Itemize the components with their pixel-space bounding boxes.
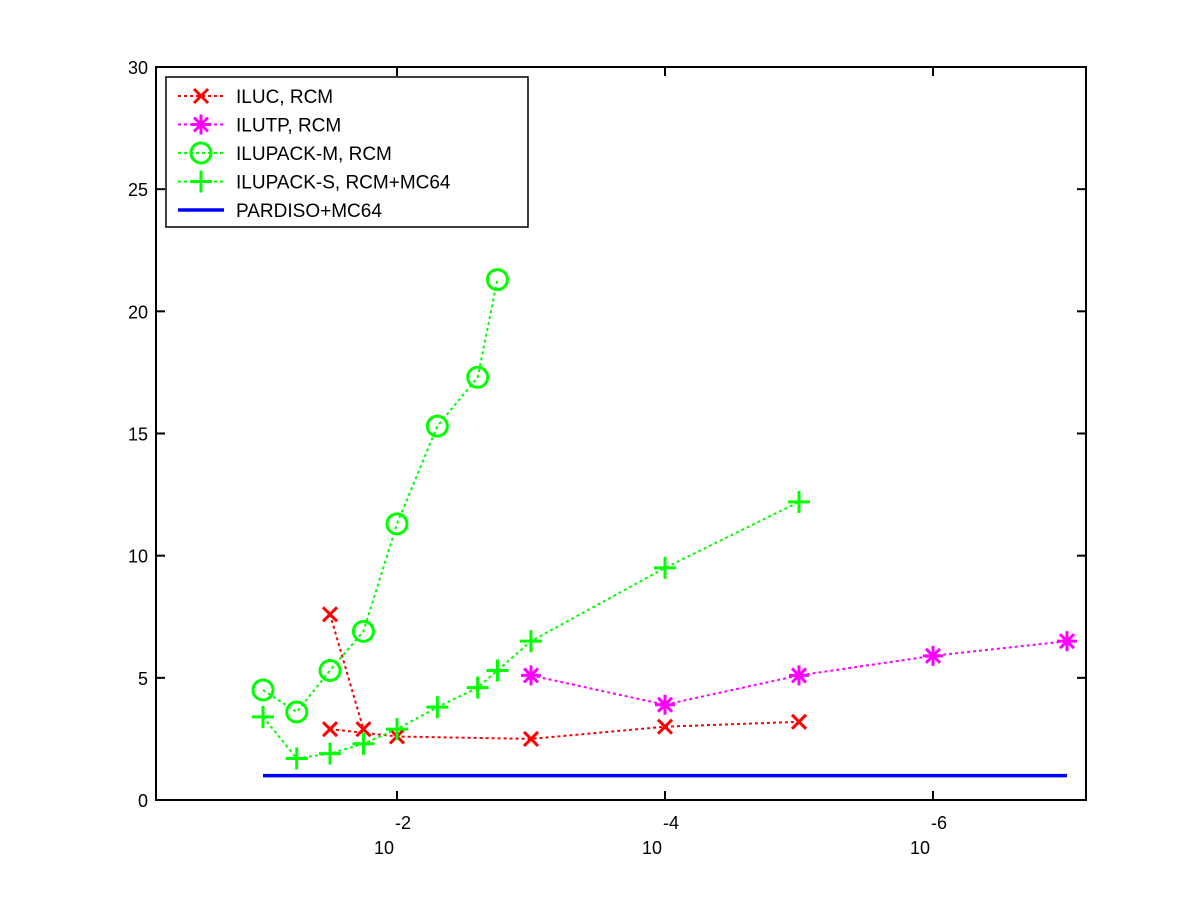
y-tick-label-0: 0 [138,791,148,811]
x-tick-label-base-0: 10 [374,838,394,858]
legend-marker-ilutp-rcm [191,114,211,135]
point-ilupack-s-rcm-mc64-5 [426,696,449,719]
point-ilupack-m-rcm-0 [251,678,275,702]
point-ilupack-m-rcm-7 [485,268,509,292]
point-ilutp-rcm-3 [923,645,943,666]
series-ilupack-m-rcm [251,268,509,724]
point-iluc-rcm-3-b [656,718,674,735]
point-ilutp-rcm-2 [789,665,809,686]
point-iluc-rcm-4 [790,713,808,730]
legend-marker-iluc-rcm [192,87,210,105]
y-tick-label-5: 5 [138,669,148,689]
point-ilupack-m-rcm-2 [318,659,342,683]
point-ilutp-rcm-2-d2 [790,667,808,684]
point-ilupack-s-rcm-mc64-4 [386,718,408,741]
legend-item-ilupack-m-rcm: ILUPACK-M, RCM [178,141,392,165]
legend: ILUC, RCM ILUTP, RCM ILUPACK-M, RCM ILUPACK… [165,76,529,228]
legend-marker-ilupack-m-rcm [189,141,213,165]
y-tick-label-25: 25 [128,180,148,200]
legend-label-ilupack-m-rcm: ILUPACK-M, RCM [236,144,392,165]
point-ilupack-m-rcm-1-ring [285,700,309,724]
point-ilupack-m-rcm-4-ring [385,512,409,536]
series-ilupack-s-rcm-mc64 [252,490,810,770]
point-ilupack-m-rcm-5-ring [425,414,449,438]
point-iluc-rcm-3 [656,718,674,735]
point-iluc-rcm-4-b [790,713,808,730]
point-ilutp-rcm-1 [655,694,675,715]
legend-marker-ilupack-s-rcm-mc64 [190,170,212,193]
x-tick-label-exp-1: -4 [663,813,679,833]
point-ilutp-rcm-0-d2 [522,667,540,684]
legend-label-pardiso-mc64: PARDISO+MC64 [236,201,382,222]
point-ilupack-s-rcm-mc64-3 [352,732,375,755]
point-ilutp-rcm-1-d2 [656,696,674,713]
point-iluc-rcm-2-b [522,730,540,747]
series-iluc-rcm [321,713,808,747]
series-ilutp-rcm [521,631,1077,715]
point-ilupack-m-rcm-7-ring [485,268,509,292]
point-ilupack-m-rcm-5 [425,414,449,438]
point-ilupack-s-rcm-mc64-2 [319,742,342,765]
x-tick-label-base-1: 10 [642,838,662,858]
point-ilupack-s-rcm-mc64-6 [466,676,489,699]
point-ilupack-m-rcm-0-ring [251,678,275,702]
point-ilupack-m-rcm-3 [351,619,375,643]
y-tick-label-10: 10 [128,547,148,567]
legend-marker-ilutp-rcm-d2 [192,116,210,133]
legend-marker-ilupack-m-rcm-ring [189,141,213,165]
x-tick-label-exp-0: -2 [395,813,411,833]
point-ilupack-m-rcm-6 [466,365,490,389]
legend-label-ilupack-s-rcm-mc64: ILUPACK-S, RCM+MC64 [236,173,451,194]
y-tick-label-20: 20 [128,302,148,322]
point-ilupack-s-rcm-mc64-8 [520,630,542,653]
point-ilupack-s-rcm-mc64-9 [654,556,676,579]
series-line-iluc-rcm-upper [329,614,365,730]
legend-item-ilutp-rcm: ILUTP, RCM [178,114,341,137]
point-ilutp-rcm-4-d2 [1058,633,1076,650]
point-ilupack-m-rcm-1 [285,700,309,724]
point-iluc-rcm-upper-1 [355,721,372,738]
y-tick-label-15: 15 [128,425,148,445]
legend-item-pardiso-mc64: PARDISO+MC64 [178,201,382,222]
legend-label-iluc-rcm: ILUC, RCM [236,87,333,108]
point-ilupack-m-rcm-2-ring [318,659,342,683]
series-line-ilutp-rcm [530,640,1068,706]
legend-box [165,76,529,228]
point-ilutp-rcm-0 [521,665,541,686]
point-ilupack-s-rcm-mc64-10 [788,490,810,513]
y-tick-label-30: 30 [128,58,148,78]
legend-item-ilupack-s-rcm-mc64: ILUPACK-S, RCM+MC64 [178,170,451,194]
point-ilupack-s-rcm-mc64-0 [252,705,274,728]
x-tick-label-exp-2: -6 [931,813,947,833]
point-iluc-rcm-upper-0 [321,606,339,623]
plot-area [251,268,1077,778]
x-tick-label-base-2: 10 [910,838,930,858]
point-ilupack-s-rcm-mc64-7 [486,659,509,682]
legend-label-ilutp-rcm: ILUTP, RCM [236,116,341,137]
series-line-ilupack-m-rcm [262,279,499,714]
point-iluc-rcm-upper-1-b [355,721,372,738]
legend-marker-iluc-rcm-b [192,87,210,105]
point-ilutp-rcm-3-d2 [924,647,942,664]
series-line-iluc-rcm [329,720,800,740]
point-iluc-rcm-2 [522,730,540,747]
legend-item-iluc-rcm: ILUC, RCM [178,87,333,108]
point-ilupack-m-rcm-4 [385,512,409,536]
point-iluc-rcm-upper-0-b [321,606,339,623]
point-ilutp-rcm-4 [1057,631,1077,652]
point-ilupack-m-rcm-3-ring [351,619,375,643]
point-ilupack-s-rcm-mc64-1 [285,747,308,770]
point-ilupack-m-rcm-6-ring [466,365,490,389]
series-iluc-rcm-upper [321,606,372,738]
point-iluc-rcm-0-b [321,721,339,738]
point-iluc-rcm-0 [321,721,339,738]
